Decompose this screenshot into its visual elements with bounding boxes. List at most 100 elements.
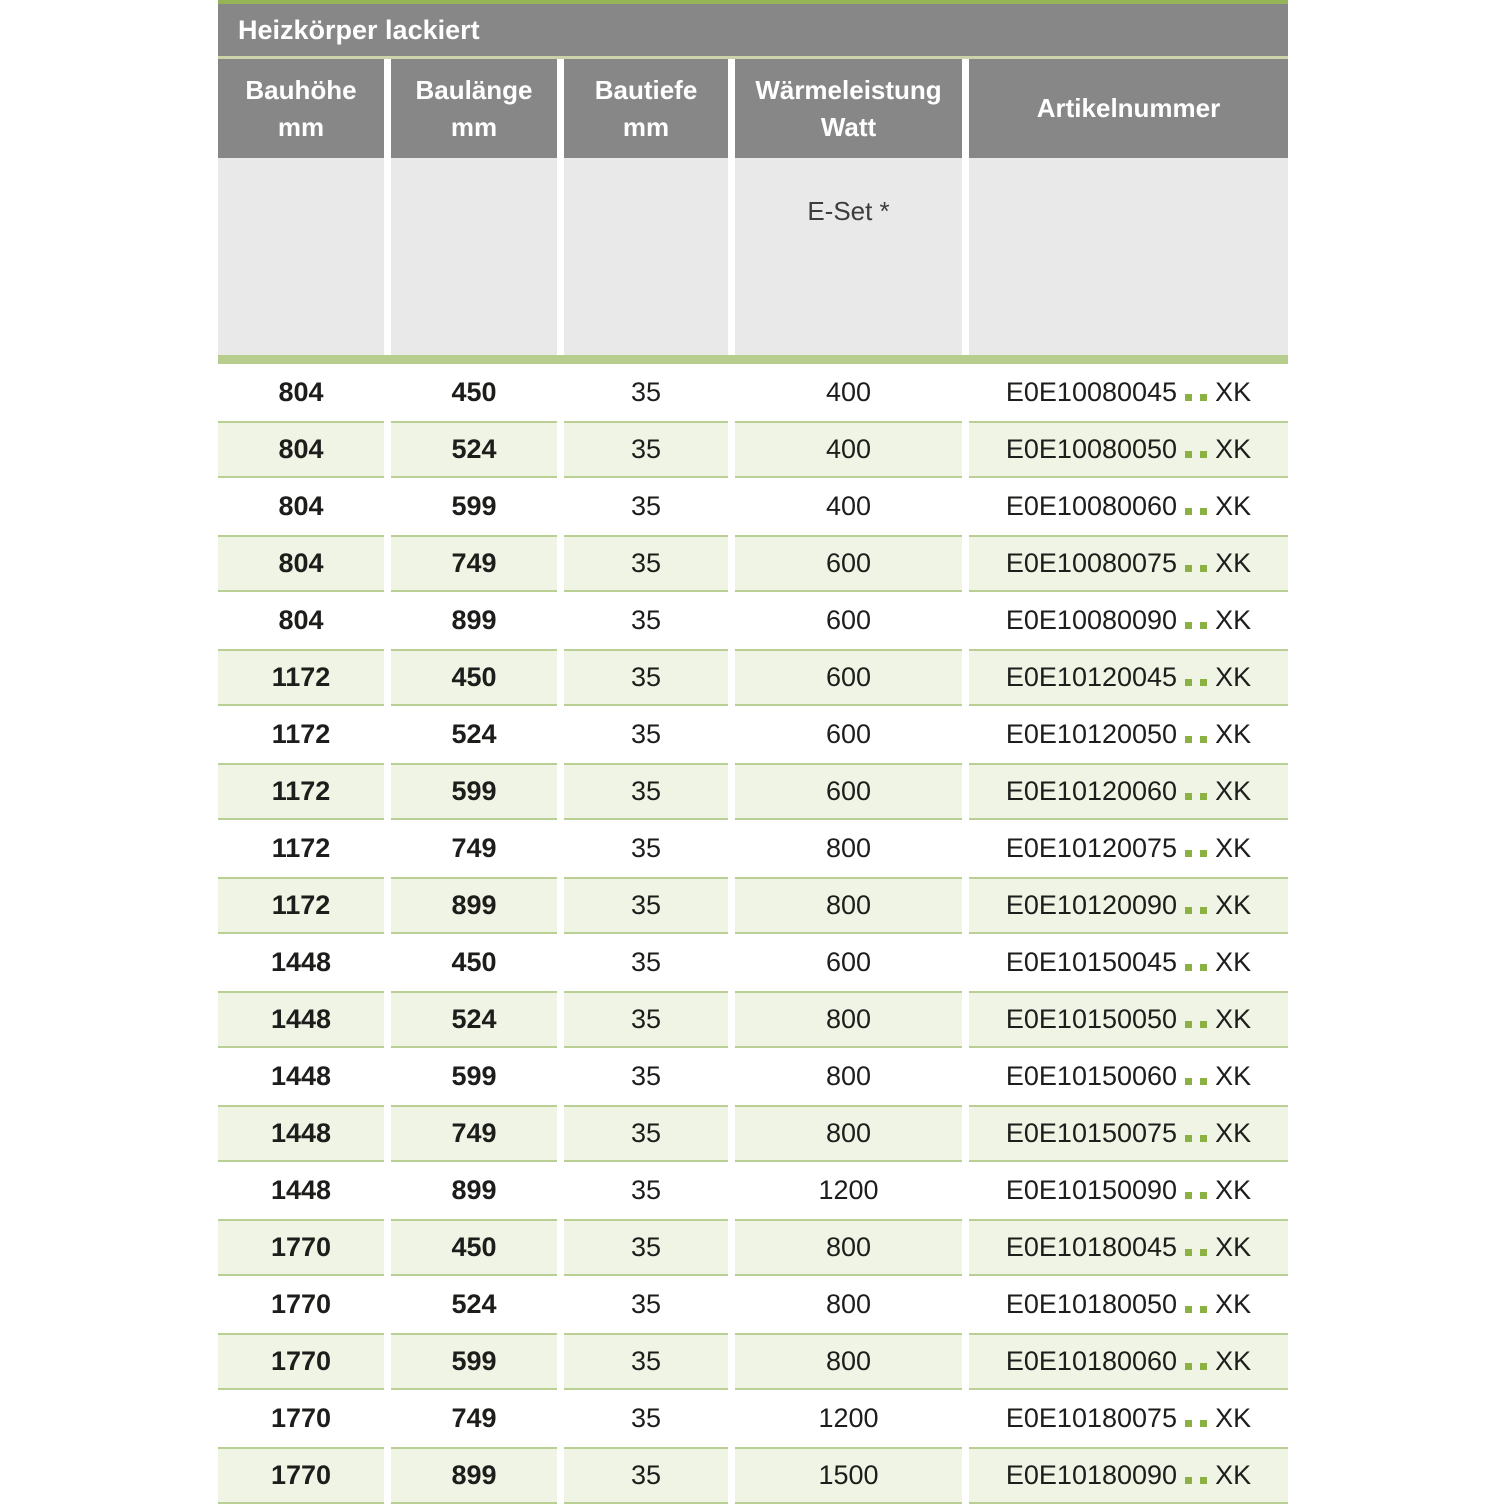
heizkoerper-table: Heizkörper lackiert Bauhöhe mm Baulänge …: [218, 0, 1288, 1504]
table-row: 804 450 35 400 E0E10080045 XK: [218, 364, 1288, 421]
cell-bautiefe: 35: [630, 377, 662, 407]
cell-baulaenge: 524: [391, 991, 557, 1048]
cell-bauhoehe: 1448: [270, 1175, 332, 1205]
cell-bautiefe: 35: [630, 1061, 662, 1091]
cell-watt: 600: [735, 649, 962, 706]
cell-artikelnummer: E0E10080045 XK: [969, 364, 1288, 421]
cell-baulaenge: 524: [391, 421, 557, 478]
cell-baulaenge: 899: [391, 877, 557, 934]
artikelnummer-value: E0E10120060 XK: [1005, 776, 1252, 806]
column-label: Baulänge: [415, 74, 533, 105]
cell-bauhoehe: 1172: [218, 649, 384, 706]
cell-baulaenge: 524: [451, 1289, 497, 1319]
cell-artikelnummer: E0E10180045 XK: [969, 1219, 1288, 1276]
cell-bautiefe: 35: [564, 1447, 728, 1504]
cell-bauhoehe: 1770: [270, 1289, 332, 1319]
cell-bauhoehe: 804: [278, 377, 324, 407]
placeholder-dot-icon: [1200, 1306, 1208, 1313]
subheader-cell: [218, 158, 384, 355]
cell-baulaenge: 899: [451, 605, 497, 635]
artikelnummer-value: E0E10080050 XK: [1005, 434, 1252, 464]
cell-artikelnummer: E0E10120060 XK: [969, 763, 1288, 820]
artikelnummer-value: E0E10120090 XK: [1005, 890, 1252, 920]
cell-bauhoehe: 804: [218, 535, 384, 592]
cell-artikelnummer: E0E10080050 XK: [969, 421, 1288, 478]
header-separator-line: [218, 355, 1288, 364]
artikelnummer-value: E0E10120050 XK: [1005, 719, 1252, 749]
cell-bautiefe: 35: [564, 877, 728, 934]
cell-baulaenge: 599: [451, 1061, 497, 1091]
artikelnummer-value: E0E10150075 XK: [1005, 1118, 1252, 1148]
placeholder-dot-icon: [1185, 1477, 1193, 1484]
placeholder-dot-icon: [1185, 565, 1193, 572]
placeholder-dot-icon: [1185, 451, 1193, 458]
artikelnummer-value: E0E10080075 XK: [1005, 548, 1252, 578]
placeholder-dot-icon: [1185, 622, 1193, 629]
placeholder-dot-icon: [1200, 622, 1208, 629]
column-unit: Watt: [820, 111, 877, 142]
cell-watt: 600: [825, 947, 872, 977]
subheader-cell-eset: E-Set *: [735, 158, 962, 355]
cell-baulaenge: 899: [451, 1175, 497, 1205]
cell-artikelnummer: E0E10150050 XK: [969, 991, 1288, 1048]
cell-bauhoehe: 1770: [270, 1403, 332, 1433]
cell-watt: 800: [825, 1061, 872, 1091]
placeholder-dot-icon: [1185, 1021, 1193, 1028]
column-unit: mm: [622, 111, 670, 142]
cell-artikelnummer: E0E10150045 XK: [969, 934, 1288, 991]
placeholder-dot-icon: [1185, 1306, 1193, 1313]
placeholder-dot-icon: [1200, 964, 1208, 971]
cell-artikelnummer: E0E10120090 XK: [969, 877, 1288, 934]
artikelnummer-value: E0E10180050 XK: [1005, 1289, 1252, 1319]
cell-bauhoehe: 1770: [218, 1447, 384, 1504]
cell-bauhoehe: 1448: [218, 991, 384, 1048]
table-row: 1172 899 35 800 E0E10120090 XK: [218, 877, 1288, 934]
cell-bauhoehe: 804: [218, 421, 384, 478]
column-header-artikelnummer: Artikelnummer: [969, 59, 1288, 158]
cell-baulaenge: 749: [391, 1105, 557, 1162]
column-label: Wärmeleistung: [755, 74, 942, 105]
cell-bautiefe: 35: [630, 833, 662, 863]
cell-baulaenge: 450: [451, 377, 497, 407]
column-header-bauhoehe: Bauhöhe mm: [218, 59, 384, 158]
cell-baulaenge: 450: [391, 1219, 557, 1276]
placeholder-dot-icon: [1200, 793, 1208, 800]
table-row: 1770 599 35 800 E0E10180060 XK: [218, 1333, 1288, 1390]
cell-bauhoehe: 1448: [270, 1061, 332, 1091]
placeholder-dot-icon: [1200, 1021, 1208, 1028]
cell-baulaenge: 599: [451, 491, 497, 521]
placeholder-dot-icon: [1185, 850, 1193, 857]
cell-artikelnummer: E0E10180075 XK: [969, 1390, 1288, 1447]
column-label: Artikelnummer: [1036, 93, 1221, 123]
artikelnummer-value: E0E10150045 XK: [1005, 947, 1252, 977]
column-header-bautiefe: Bautiefe mm: [564, 59, 728, 158]
placeholder-dot-icon: [1185, 1363, 1193, 1370]
cell-artikelnummer: E0E10150075 XK: [969, 1105, 1288, 1162]
cell-watt: 600: [825, 605, 872, 635]
eset-label: E-Set *: [807, 196, 890, 226]
placeholder-dot-icon: [1185, 1192, 1193, 1199]
cell-artikelnummer: E0E10150090 XK: [969, 1162, 1288, 1219]
table-row: 804 899 35 600 E0E10080090 XK: [218, 592, 1288, 649]
cell-watt: 600: [735, 535, 962, 592]
table-row: 804 749 35 600 E0E10080075 XK: [218, 535, 1288, 592]
cell-bauhoehe: 1448: [218, 1105, 384, 1162]
artikelnummer-value: E0E10180075 XK: [1005, 1403, 1252, 1433]
cell-artikelnummer: E0E10080075 XK: [969, 535, 1288, 592]
subheader-cell: [969, 158, 1288, 355]
table-row: 1172 749 35 800 E0E10120075 XK: [218, 820, 1288, 877]
cell-watt: 800: [735, 991, 962, 1048]
column-label: Bautiefe: [594, 74, 698, 105]
placeholder-dot-icon: [1200, 1249, 1208, 1256]
artikelnummer-value: E0E10150090 XK: [1005, 1175, 1252, 1205]
placeholder-dot-icon: [1200, 1135, 1208, 1142]
cell-baulaenge: 599: [391, 1333, 557, 1390]
cell-baulaenge: 749: [391, 535, 557, 592]
cell-watt: 800: [735, 1219, 962, 1276]
cell-bauhoehe: 1448: [270, 947, 332, 977]
table-row: 1172 450 35 600 E0E10120045 XK: [218, 649, 1288, 706]
cell-bautiefe: 35: [630, 491, 662, 521]
cell-bautiefe: 35: [630, 947, 662, 977]
placeholder-dot-icon: [1200, 1477, 1208, 1484]
cell-bautiefe: 35: [630, 1289, 662, 1319]
